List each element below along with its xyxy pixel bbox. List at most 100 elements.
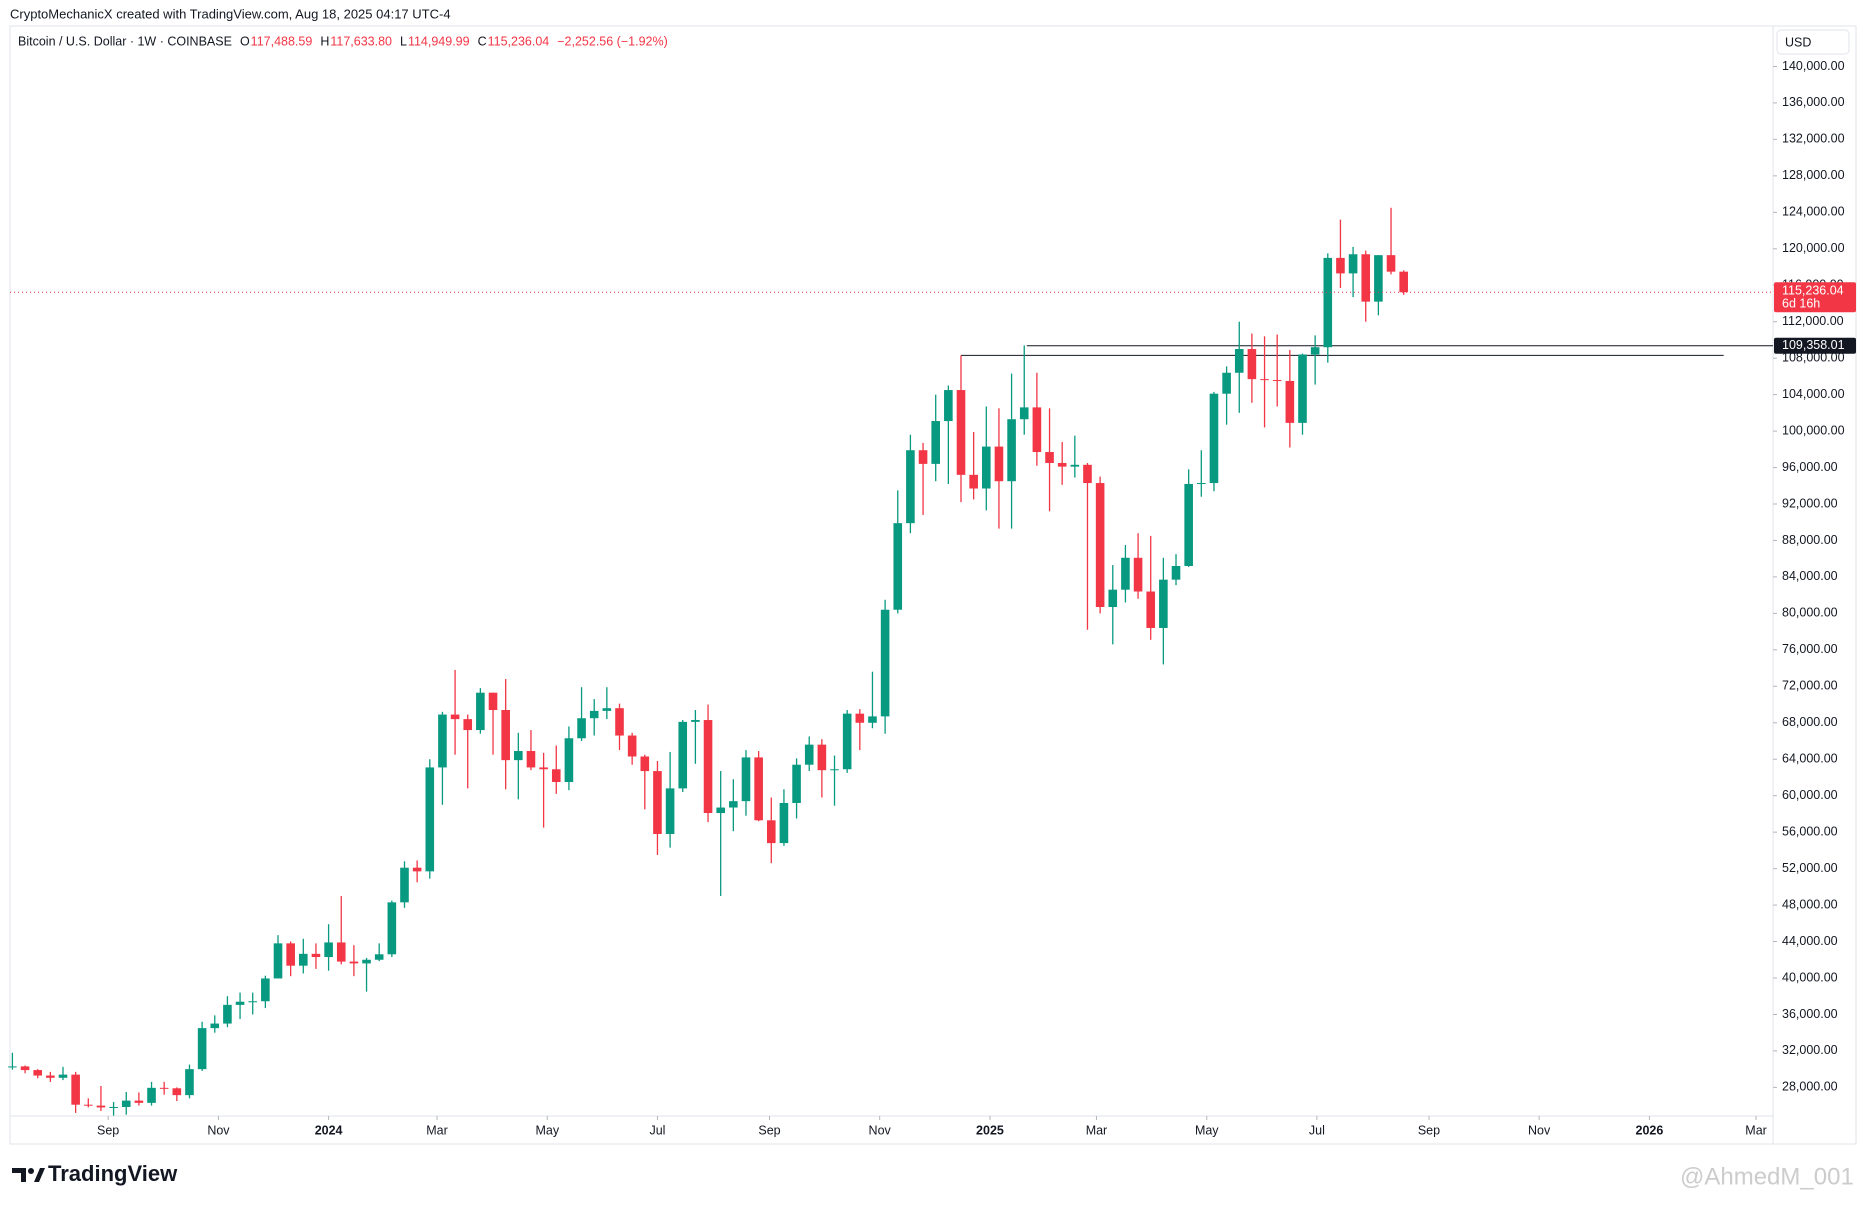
body: [779, 802, 789, 844]
candle: [779, 789, 789, 846]
candle: [400, 861, 409, 908]
candle: [172, 1087, 182, 1102]
candle: [1070, 435, 1080, 478]
candle: [248, 992, 258, 1015]
candle: [1234, 321, 1244, 413]
symbol: Bitcoin / U.S. Dollar · 1W · COINBASE: [18, 34, 232, 48]
y-tick-label: 112,000.00: [1782, 314, 1844, 328]
body: [817, 744, 827, 771]
body: [1184, 483, 1193, 566]
candle: [653, 761, 662, 855]
candle: [640, 754, 650, 810]
body: [172, 1088, 182, 1096]
candle: [58, 1066, 68, 1081]
body: [121, 1100, 131, 1107]
candle: [134, 1092, 144, 1106]
body: [1234, 349, 1244, 373]
candle: [387, 900, 397, 958]
body: [33, 1070, 42, 1076]
candle: [539, 752, 548, 828]
candle: [716, 771, 725, 896]
candle: [261, 975, 270, 1009]
body: [792, 764, 801, 803]
body: [842, 713, 852, 770]
body: [931, 421, 941, 464]
ohlc-value: 115,236.04: [488, 34, 550, 48]
body: [501, 710, 510, 761]
body: [412, 867, 422, 872]
body: [1045, 452, 1054, 463]
body: [981, 446, 991, 489]
candle: [589, 699, 599, 736]
candle: [817, 739, 827, 798]
body: [96, 1105, 106, 1108]
line-label: 109,358.01: [1782, 338, 1845, 352]
candle: [577, 687, 586, 741]
candle: [1184, 469, 1193, 567]
y-tick-label: 28,000.00: [1782, 1080, 1838, 1094]
y-tick-label: 60,000.00: [1782, 788, 1838, 802]
legend: Bitcoin / U.S. Dollar · 1W · COINBASE O 11…: [18, 34, 668, 48]
candle: [336, 895, 346, 965]
body: [1070, 464, 1080, 467]
body: [729, 801, 738, 808]
candle: [33, 1069, 42, 1079]
x-tick-label: Mar: [426, 1123, 448, 1137]
currency[interactable]: USD: [1785, 35, 1811, 49]
candle: [1133, 533, 1143, 599]
body: [602, 708, 612, 711]
body: [956, 390, 966, 475]
body: [71, 1074, 80, 1105]
candle: [1108, 565, 1118, 645]
body: [1336, 257, 1345, 274]
candle: [792, 758, 801, 819]
pane-border: [9, 25, 1857, 1145]
candle: [906, 434, 915, 534]
body: [463, 719, 473, 731]
ohlc-value: 114,949.99: [408, 34, 470, 48]
x-tick-label: Mar: [1086, 1123, 1108, 1137]
body: [336, 942, 346, 962]
candle: [311, 943, 321, 969]
candle: [299, 938, 308, 974]
y-tick-label: 68,000.00: [1782, 715, 1838, 729]
body: [944, 390, 953, 422]
body: [830, 769, 839, 771]
currency-button[interactable]: [1776, 29, 1850, 55]
x-tick-label: Jul: [1309, 1123, 1325, 1137]
body: [589, 710, 599, 719]
body: [1197, 483, 1206, 485]
brand-logo: [12, 1168, 45, 1182]
candle: [514, 732, 523, 800]
body: [438, 714, 447, 768]
x-tick-label: Mar: [1745, 1123, 1767, 1137]
body: [374, 954, 384, 960]
line-tag: [1774, 337, 1856, 354]
body: [539, 767, 548, 770]
y-tick-label: 88,000.00: [1782, 533, 1838, 547]
body: [248, 1001, 258, 1003]
candle: [1247, 333, 1257, 403]
change: −2,252.56 (−1.92%): [557, 34, 668, 48]
body: [855, 713, 865, 723]
body: [1121, 557, 1130, 590]
candle: [374, 943, 384, 962]
candle: [83, 1098, 93, 1108]
x-tick-label: Nov: [869, 1123, 892, 1137]
x-tick-label: Nov: [1528, 1123, 1551, 1137]
body: [362, 959, 371, 964]
candle: [20, 1065, 30, 1074]
body: [488, 692, 498, 711]
body: [1083, 464, 1092, 484]
body: [476, 692, 485, 731]
candle: [665, 751, 675, 848]
candle: [8, 1052, 17, 1070]
y-tick-label: 44,000.00: [1782, 934, 1838, 948]
y-tick-label: 104,000.00: [1782, 387, 1845, 401]
y-tick-label: 84,000.00: [1782, 569, 1838, 583]
candle: [526, 730, 536, 771]
y-tick-label: 96,000.00: [1782, 460, 1838, 474]
body: [564, 738, 574, 783]
candle: [1323, 253, 1333, 363]
body: [235, 1001, 245, 1005]
